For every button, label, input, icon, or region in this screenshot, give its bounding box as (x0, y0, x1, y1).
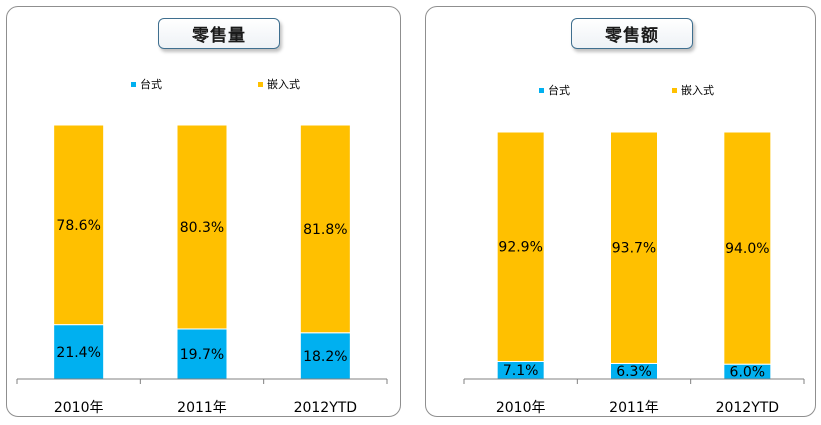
data-label: 6.0% (730, 365, 766, 381)
data-label: 80.3% (180, 220, 224, 236)
sales-volume-panel: 零售量 台式 嵌入式 21.4% 78.6% 2010年 19.7% 80.3% 2011年 1… (6, 6, 401, 417)
bar-segment-embedded (496, 131, 545, 362)
legend-swatch-desktop (131, 82, 136, 87)
legend-swatch-embedded (258, 82, 263, 87)
data-label: 92.9% (498, 240, 542, 256)
legend-label-embedded: 嵌入式 (681, 84, 714, 97)
bar-segment-embedded (610, 131, 658, 364)
x-tick-label: 2010年 (54, 400, 104, 416)
legend-swatch-embedded (672, 88, 677, 93)
chart-title: 零售量 (158, 18, 280, 49)
bar-segment-desktop (299, 332, 351, 380)
data-label: 18.2% (303, 349, 347, 365)
data-label: 81.8% (303, 222, 347, 238)
data-label: 21.4% (56, 345, 100, 361)
bar-segment-embedded (176, 124, 228, 330)
x-tick-label: 2012YTD (716, 400, 780, 416)
bar-segment-embedded (723, 131, 772, 365)
bar-segment-embedded (53, 124, 105, 326)
data-label: 94.0% (725, 241, 769, 257)
chart-title: 零售额 (571, 18, 693, 49)
legend-swatch-desktop (539, 88, 544, 93)
sales-volume-chart: 台式 嵌入式 21.4% 78.6% 2010年 19.7% 80.3% 2011年 18.2%… (16, 77, 388, 416)
x-tick-label: 2012YTD (294, 400, 358, 416)
legend-label-embedded: 嵌入式 (267, 78, 300, 91)
data-label: 19.7% (180, 347, 224, 363)
data-label: 7.1% (503, 363, 539, 379)
data-label: 93.7% (612, 241, 656, 257)
legend-label-desktop: 台式 (140, 77, 162, 91)
bar-segment-embedded (299, 124, 351, 334)
x-tick-label: 2011年 (177, 400, 227, 416)
data-label: 78.6% (56, 218, 100, 234)
sales-value-chart: 台式 嵌入式 7.1% 92.9% 2010年 6.3% 93.7% 2011年 6.0% 94.… (463, 83, 805, 416)
bar-segment-desktop (176, 328, 228, 380)
data-label: 6.3% (616, 364, 652, 380)
legend-label-desktop: 台式 (548, 83, 570, 97)
x-tick-label: 2011年 (609, 400, 659, 416)
sales-value-panel: 零售额 台式 嵌入式 7.1% 92.9% 2010年 6.3% 93.7% 2011年 6.0… (425, 6, 816, 417)
x-tick-label: 2010年 (496, 400, 546, 416)
